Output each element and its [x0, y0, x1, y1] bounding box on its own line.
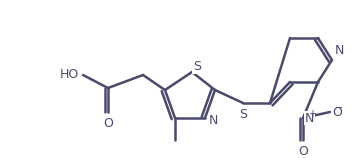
Text: +: + — [308, 109, 316, 119]
Text: N: N — [305, 112, 314, 125]
Text: N: N — [335, 44, 344, 57]
Text: HO: HO — [60, 69, 79, 82]
Text: O: O — [103, 117, 113, 130]
Text: O: O — [298, 145, 308, 158]
Text: S: S — [193, 61, 201, 73]
Text: O: O — [332, 106, 342, 118]
Text: S: S — [239, 108, 247, 121]
Text: −: − — [335, 103, 343, 113]
Text: N: N — [209, 113, 218, 127]
